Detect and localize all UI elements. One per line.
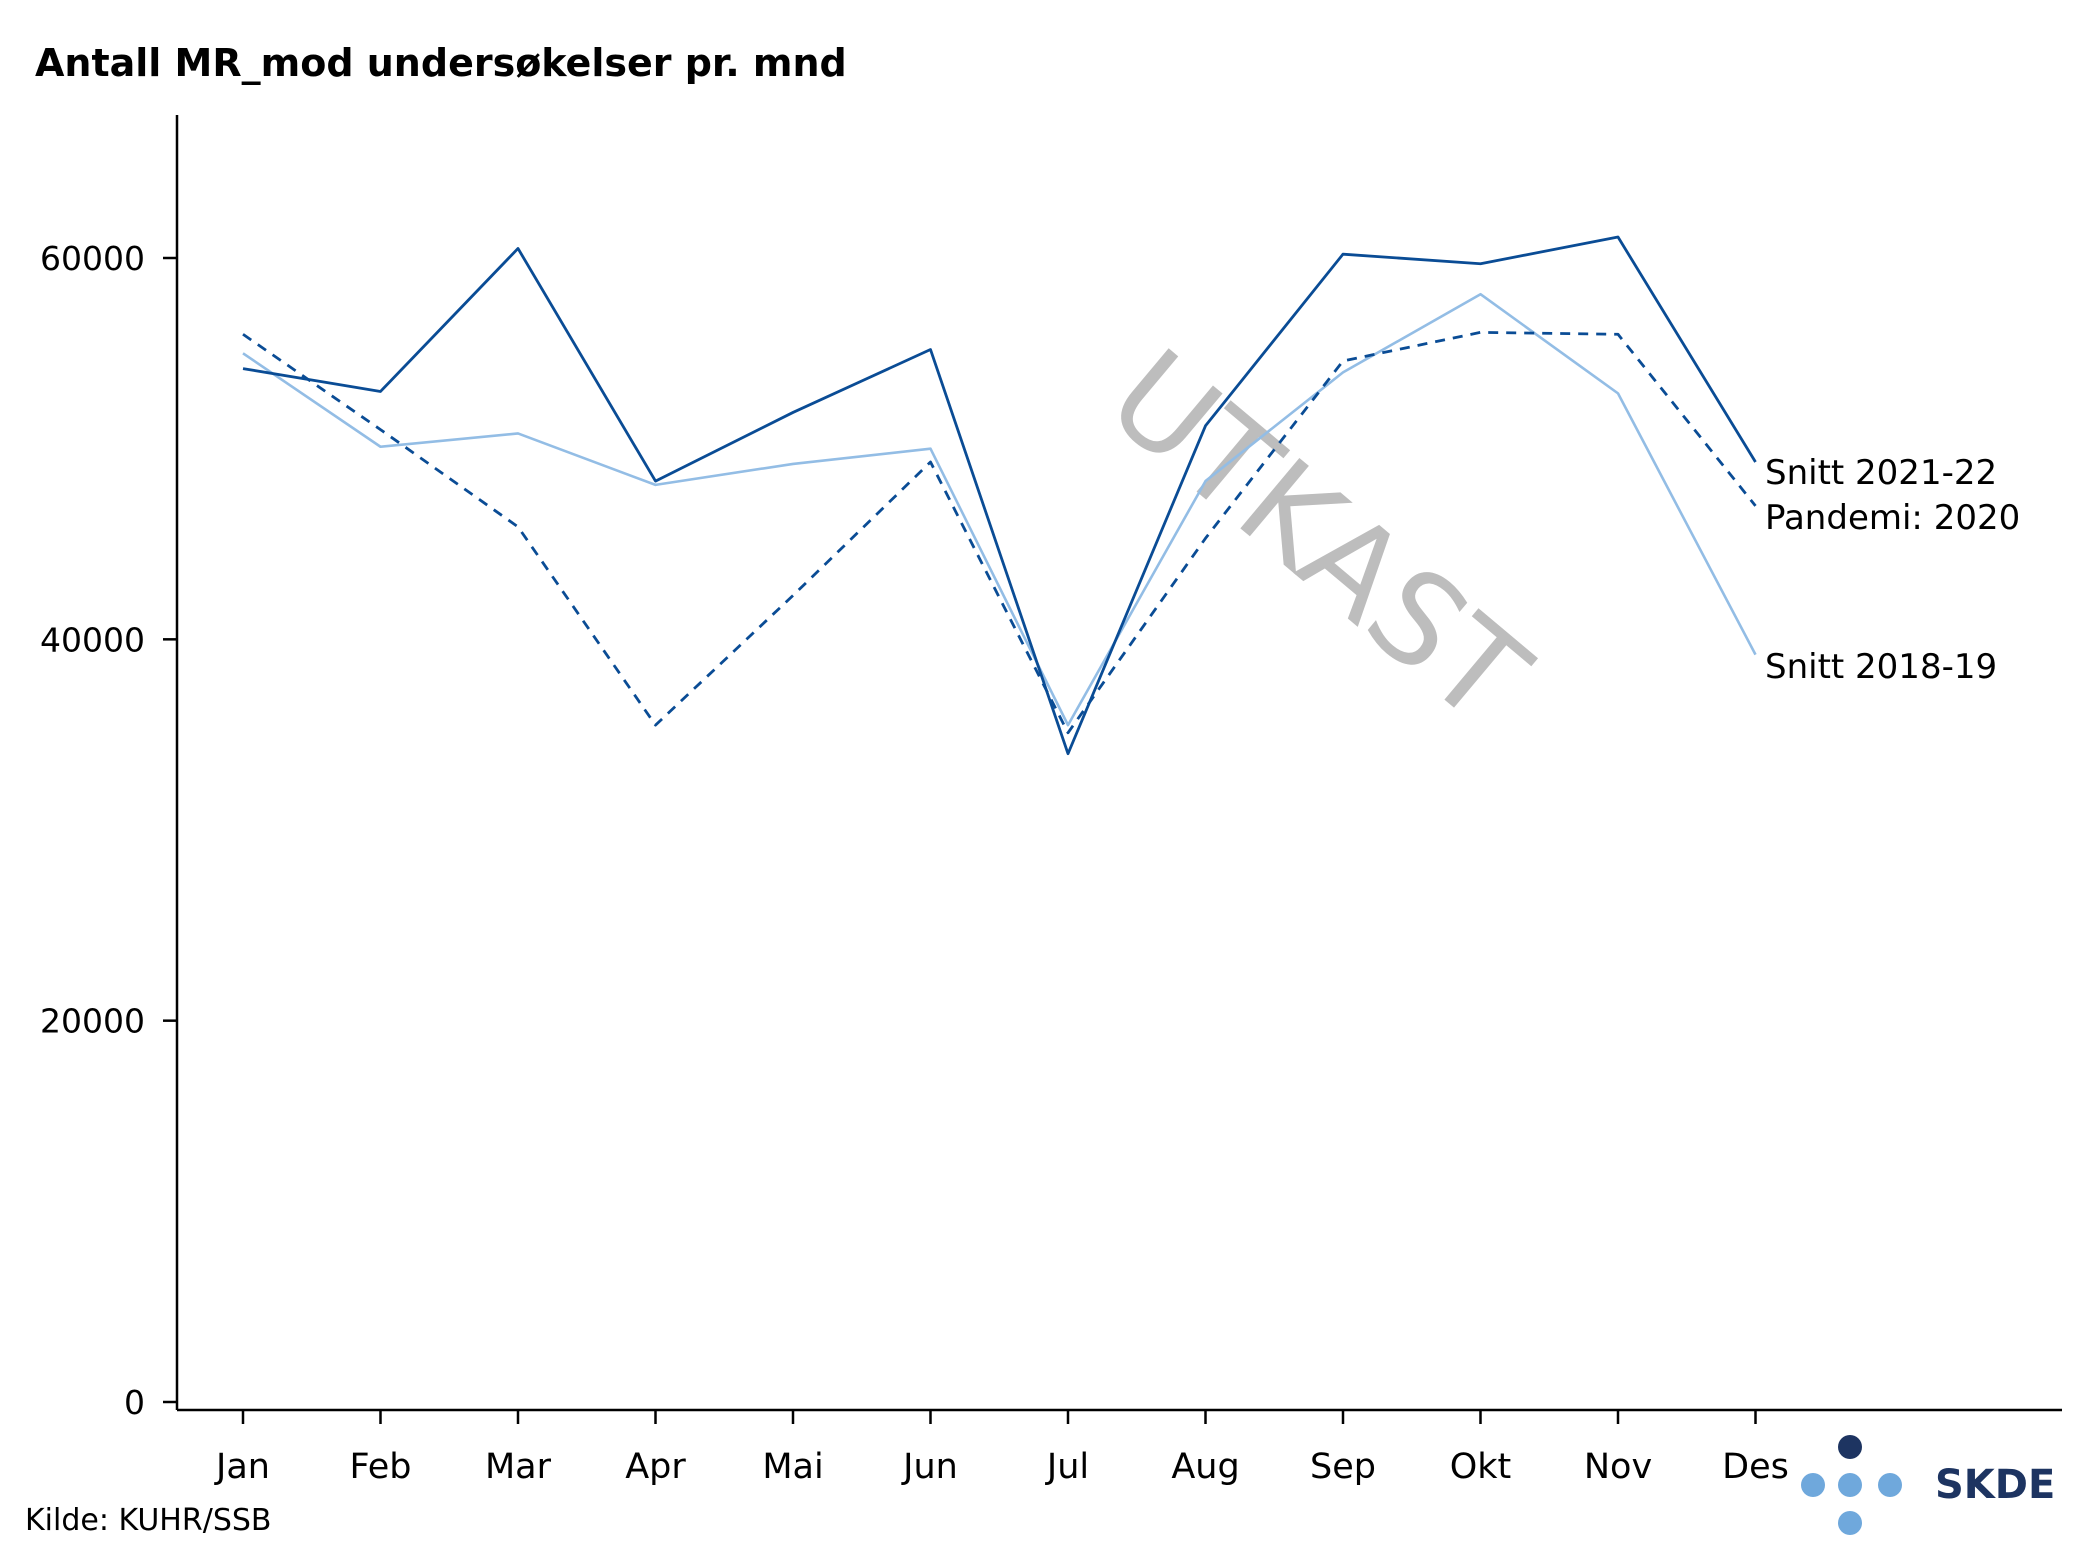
x-tick-label: Apr <box>625 1447 686 1487</box>
series-label: Snitt 2021-22 <box>1765 453 1997 493</box>
logo-text: SKDE <box>1935 1462 2055 1508</box>
logo-dot-center <box>1838 1473 1862 1497</box>
logo-dot-bottom <box>1838 1511 1862 1535</box>
y-ticks: 0 20000 40000 60000 <box>40 239 177 1422</box>
x-tick-label: Mai <box>762 1447 823 1487</box>
x-tick-label: Sep <box>1310 1447 1376 1487</box>
axes <box>175 115 2062 1412</box>
x-tick-label: Aug <box>1171 1447 1239 1487</box>
y-tick-label: 0 <box>124 1383 145 1422</box>
y-tick-label: 40000 <box>40 620 145 659</box>
x-tick-label: Okt <box>1450 1447 1512 1487</box>
x-tick-label: Nov <box>1584 1447 1652 1487</box>
x-ticks: Jan Feb Mar Apr Mai Jun Jul Aug Sep Okt Nov Des <box>214 1410 1789 1487</box>
skde-logo: SKDE <box>1801 1435 2055 1535</box>
series-line-snitt-2018-19 <box>242 292 1757 727</box>
y-tick-label: 60000 <box>40 239 145 278</box>
series-label: Pandemi: 2020 <box>1765 498 2020 538</box>
x-tick-label: Feb <box>350 1447 412 1487</box>
chart-title: Antall MR_mod undersøkelser pr. mnd <box>35 41 847 85</box>
series-labels: Snitt 2021-22 Pandemi: 2020 Snitt 2018-19 <box>1765 453 2020 687</box>
logo-dot-top <box>1838 1435 1862 1459</box>
logo-dot-left <box>1801 1473 1825 1497</box>
x-tick-label: Mar <box>485 1447 552 1487</box>
x-tick-label: Jun <box>901 1447 958 1487</box>
series-line-snitt-2021-22 <box>242 235 1757 756</box>
logo-dot-right <box>1878 1473 1902 1497</box>
x-tick-label: Jan <box>214 1447 270 1487</box>
x-tick-label: Des <box>1722 1447 1789 1487</box>
x-tick-label: Jul <box>1045 1447 1089 1487</box>
watermark-utkast: UTKAST <box>1082 322 1555 752</box>
source-note: Kilde: KUHR/SSB <box>25 1503 272 1538</box>
series-line-pandemi-2020 <box>242 330 1757 735</box>
y-tick-label: 20000 <box>40 1002 145 1041</box>
series-lines <box>242 235 1757 756</box>
series-label: Snitt 2018-19 <box>1765 647 1997 687</box>
